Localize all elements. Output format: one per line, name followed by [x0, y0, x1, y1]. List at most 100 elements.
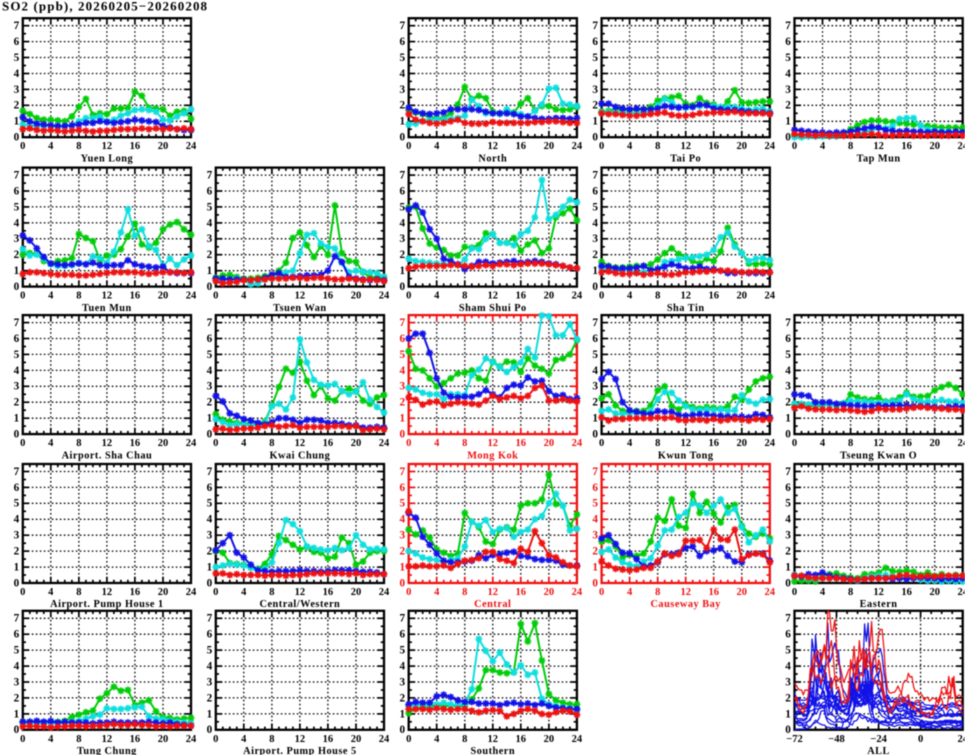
svg-text:0: 0: [792, 587, 797, 598]
svg-text:4: 4: [48, 438, 54, 449]
svg-text:12: 12: [488, 734, 499, 745]
svg-text:Sham Shui Po: Sham Shui Po: [459, 303, 527, 314]
svg-text:4: 4: [400, 217, 406, 229]
svg-text:24: 24: [379, 291, 390, 302]
svg-text:20: 20: [544, 587, 555, 598]
svg-text:8: 8: [76, 438, 81, 449]
svg-text:0: 0: [400, 132, 406, 144]
svg-text:20: 20: [544, 141, 555, 152]
svg-text:4: 4: [785, 365, 791, 377]
svg-text:20: 20: [929, 141, 940, 152]
svg-text:6: 6: [400, 36, 406, 48]
svg-text:20: 20: [929, 587, 940, 598]
svg-text:6: 6: [592, 333, 598, 345]
svg-text:1: 1: [207, 413, 213, 425]
svg-text:20: 20: [544, 291, 555, 302]
svg-text:4: 4: [592, 68, 598, 80]
svg-text:6: 6: [14, 629, 20, 641]
svg-text:12: 12: [873, 587, 884, 598]
svg-text:2: 2: [785, 397, 791, 409]
svg-text:2: 2: [14, 100, 20, 112]
svg-text:6: 6: [14, 333, 20, 345]
svg-text:1: 1: [592, 265, 598, 277]
svg-text:4: 4: [785, 514, 791, 526]
svg-text:3: 3: [400, 676, 406, 688]
svg-text:2: 2: [207, 546, 213, 558]
svg-text:20: 20: [929, 438, 940, 449]
svg-text:8: 8: [269, 734, 274, 745]
svg-text:4: 4: [14, 514, 20, 526]
svg-text:12: 12: [102, 291, 113, 302]
svg-text:4: 4: [627, 291, 633, 302]
svg-text:12: 12: [102, 141, 113, 152]
svg-text:24: 24: [572, 587, 583, 598]
svg-text:7: 7: [592, 20, 598, 32]
svg-text:8: 8: [848, 141, 853, 152]
svg-text:6: 6: [14, 185, 20, 197]
svg-text:3: 3: [400, 233, 406, 245]
svg-text:16: 16: [130, 291, 141, 302]
svg-text:1: 1: [785, 562, 791, 574]
svg-text:3: 3: [785, 84, 791, 96]
svg-text:5: 5: [785, 498, 791, 510]
svg-text:2: 2: [207, 692, 213, 704]
svg-text:20: 20: [544, 734, 555, 745]
svg-text:8: 8: [76, 291, 81, 302]
svg-text:20: 20: [158, 141, 169, 152]
svg-text:4: 4: [400, 365, 406, 377]
svg-text:0: 0: [592, 132, 598, 144]
svg-text:16: 16: [901, 141, 912, 152]
svg-text:7: 7: [14, 20, 20, 32]
svg-text:6: 6: [592, 482, 598, 494]
svg-text:1: 1: [207, 562, 213, 574]
svg-text:Yuen Long: Yuen Long: [81, 153, 134, 164]
svg-text:16: 16: [516, 141, 527, 152]
svg-text:24: 24: [765, 587, 776, 598]
svg-text:6: 6: [400, 185, 406, 197]
svg-text:3: 3: [207, 381, 213, 393]
svg-text:2: 2: [14, 692, 20, 704]
svg-text:Southern: Southern: [470, 746, 515, 755]
svg-text:4: 4: [48, 291, 54, 302]
svg-text:20: 20: [158, 438, 169, 449]
svg-text:North: North: [478, 153, 507, 164]
svg-text:4: 4: [241, 438, 247, 449]
svg-text:4: 4: [434, 141, 440, 152]
svg-text:7: 7: [14, 317, 20, 329]
svg-text:Tseung Kwan O: Tseung Kwan O: [840, 450, 917, 461]
svg-text:2: 2: [592, 249, 598, 261]
svg-text:6: 6: [785, 482, 791, 494]
svg-text:3: 3: [400, 381, 406, 393]
svg-text:7: 7: [400, 317, 406, 329]
svg-text:2: 2: [207, 397, 213, 409]
svg-text:24: 24: [572, 141, 583, 152]
svg-text:1: 1: [400, 116, 406, 128]
svg-text:Airport. Sha Chau: Airport. Sha Chau: [62, 450, 153, 461]
svg-text:20: 20: [351, 291, 362, 302]
svg-text:24: 24: [765, 291, 776, 302]
svg-text:4: 4: [207, 365, 213, 377]
svg-text:4: 4: [241, 587, 247, 598]
svg-text:16: 16: [130, 141, 141, 152]
svg-text:3: 3: [207, 530, 213, 542]
svg-text:4: 4: [434, 291, 440, 302]
svg-text:0: 0: [207, 577, 213, 589]
svg-text:4: 4: [207, 514, 213, 526]
svg-text:7: 7: [14, 613, 20, 625]
svg-text:4: 4: [592, 514, 598, 526]
svg-text:16: 16: [901, 587, 912, 598]
svg-text:1: 1: [785, 708, 791, 720]
svg-text:12: 12: [102, 587, 113, 598]
svg-text:3: 3: [207, 233, 213, 245]
svg-text:2: 2: [400, 546, 406, 558]
svg-text:4: 4: [627, 141, 633, 152]
svg-text:Central/Western: Central/Western: [260, 599, 341, 610]
svg-text:7: 7: [400, 613, 406, 625]
svg-text:5: 5: [14, 201, 20, 213]
svg-text:8: 8: [655, 291, 660, 302]
svg-text:16: 16: [516, 438, 527, 449]
svg-text:0: 0: [14, 132, 20, 144]
svg-text:0: 0: [213, 587, 218, 598]
svg-text:0: 0: [400, 429, 406, 441]
svg-text:1: 1: [785, 116, 791, 128]
